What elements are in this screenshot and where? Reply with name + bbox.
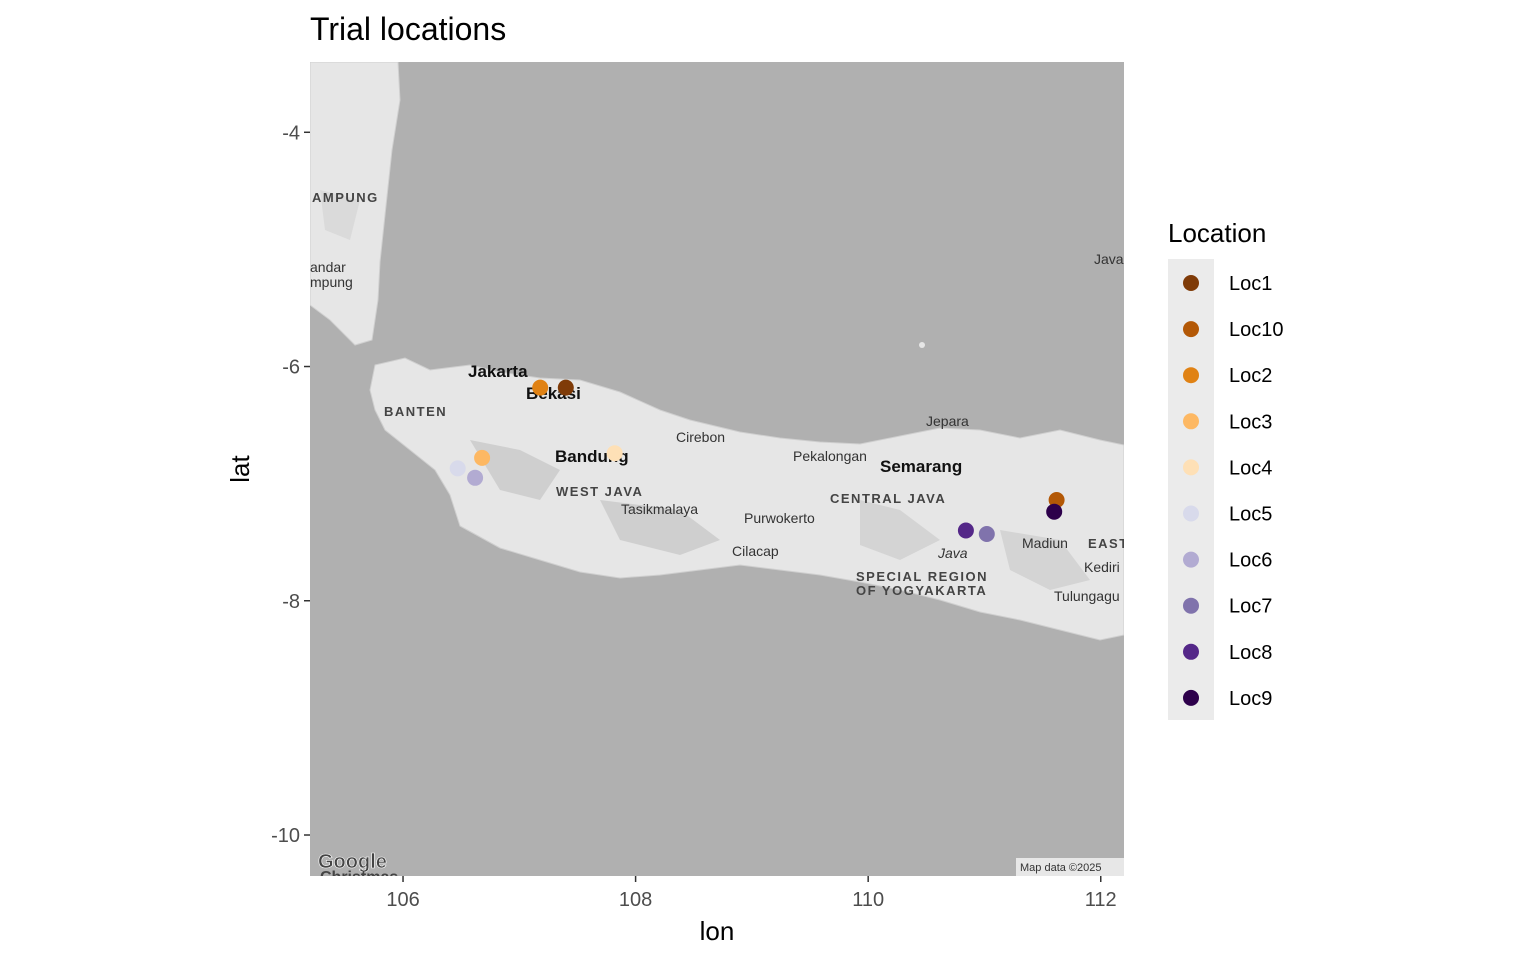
attribution-bg [1016, 858, 1124, 876]
legend-label: Loc5 [1229, 504, 1272, 526]
y-tick-label: -4 [282, 122, 300, 144]
legend-key-loc6 [1183, 551, 1199, 568]
region-label: BANTEN [384, 404, 447, 419]
legend-title: Location [1168, 218, 1266, 248]
y-axis: -4 -6 -8 -10 [271, 122, 310, 847]
city-label: andar [310, 259, 346, 275]
city-label: Jakarta [468, 362, 528, 381]
legend-label: Loc8 [1229, 642, 1272, 664]
x-tick-label: 112 [1085, 889, 1117, 911]
legend-key-loc2 [1183, 367, 1199, 384]
legend-label: Loc3 [1229, 411, 1272, 433]
points-layer [449, 379, 1065, 542]
region-label: CENTRAL JAVA [830, 491, 946, 506]
relief-west [470, 440, 560, 500]
legend: Location Loc1 Loc10 Loc2 Loc3 Loc4 Loc5 Loc6 Lo… [1168, 218, 1284, 720]
legend-key-loc4 [1183, 459, 1199, 476]
data-point-loc7 [978, 526, 995, 542]
google-logo: Google [318, 851, 387, 873]
data-point-loc2 [532, 379, 549, 396]
city-label: Tasikmalaya [621, 501, 698, 517]
city-label: Madiun [1022, 535, 1068, 551]
city-label: Cirebon [676, 429, 725, 445]
legend-label: Loc7 [1229, 596, 1272, 618]
plot-title: Trial locations [310, 11, 506, 47]
city-label: Kediri [1084, 559, 1120, 575]
legend-label: Loc4 [1229, 457, 1272, 479]
region-label: EAST [1088, 536, 1129, 551]
region-label: WEST JAVA [556, 484, 643, 499]
y-tick-label: -6 [282, 357, 300, 379]
city-label: Purwokerto [744, 510, 815, 526]
land-shade [320, 190, 360, 240]
data-point-loc1 [557, 379, 574, 396]
legend-label: Loc10 [1229, 319, 1284, 341]
relief-east [1000, 530, 1090, 590]
region-label: AMPUNG [312, 190, 379, 205]
data-point-loc8 [957, 522, 974, 539]
legend-key-loc7 [1183, 597, 1199, 614]
legend-key-loc5 [1183, 505, 1199, 522]
relief-central [860, 500, 940, 560]
legend-label: Loc9 [1229, 688, 1272, 710]
x-tick-label: 106 [386, 889, 419, 911]
legend-key-loc9 [1183, 689, 1199, 706]
data-point-loc3 [474, 449, 491, 466]
legend-key-loc10 [1183, 321, 1199, 338]
land-java [369, 357, 1124, 641]
legend-label: Loc6 [1229, 550, 1272, 572]
legend-label: Loc1 [1229, 273, 1272, 295]
city-label: Jepara [926, 413, 969, 429]
data-point-loc4 [606, 445, 623, 462]
x-axis-title: lon [700, 916, 735, 946]
city-label: Java [937, 545, 968, 561]
city-label: mpung [310, 274, 353, 290]
y-axis-title: lat [225, 454, 255, 482]
legend-key-loc3 [1183, 413, 1199, 430]
x-axis: 106 108 110 112 [386, 876, 1117, 911]
logo-subtext: Christmas [320, 869, 398, 886]
legend-label: Loc2 [1229, 365, 1272, 387]
basemap: AMPUNG BANTEN WEST JAVA CENTRAL JAVA SPE… [310, 62, 1129, 886]
region-label: SPECIAL REGION [856, 569, 988, 584]
legend-key-loc1 [1183, 275, 1199, 291]
relief-south [600, 500, 720, 555]
x-tick-label: 110 [852, 889, 884, 911]
map-attribution[interactable]: Map data ©2025 [1020, 862, 1102, 874]
data-point-loc5 [449, 460, 466, 477]
y-tick-label: -10 [271, 825, 300, 847]
data-point-loc9 [1046, 503, 1063, 520]
city-label: Tulungagu [1054, 588, 1120, 604]
y-tick-label: -8 [282, 591, 300, 613]
region-label: OF YOGYAKARTA [856, 583, 987, 598]
x-tick-label: 108 [619, 889, 652, 911]
city-label: Cilacap [732, 543, 779, 559]
small-island [919, 342, 925, 348]
city-label: Java [1094, 251, 1124, 267]
legend-key-loc8 [1183, 643, 1199, 660]
city-label: Pekalongan [793, 448, 867, 464]
city-label: Semarang [880, 457, 962, 476]
data-point-loc6 [467, 469, 484, 486]
